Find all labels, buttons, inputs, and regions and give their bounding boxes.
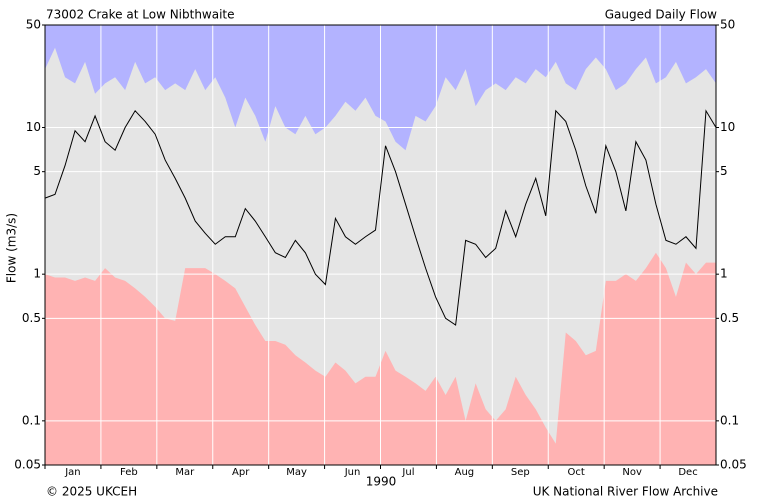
x-tick-label: May bbox=[286, 467, 307, 478]
x-tick-label: Nov bbox=[622, 467, 642, 478]
y-tick-label: 1 bbox=[33, 267, 41, 281]
footer-left: © 2025 UKCEH bbox=[46, 485, 137, 499]
y-tick-label-right: 0.05 bbox=[720, 458, 747, 472]
y-axis-label: Flow (m3/s) bbox=[5, 213, 19, 283]
y-tick-label: 0.1 bbox=[22, 413, 41, 427]
y-tick-label: 0.05 bbox=[14, 458, 41, 472]
y-tick-label-right: 0.5 bbox=[720, 311, 739, 325]
x-tick-label: Oct bbox=[568, 467, 585, 478]
y-tick-label-right: 0.1 bbox=[720, 413, 739, 427]
y-tick-label: 5 bbox=[33, 164, 41, 178]
x-tick-label: Feb bbox=[120, 467, 138, 478]
x-tick-label: Sep bbox=[511, 467, 530, 478]
chart-subtitle: Gauged Daily Flow bbox=[605, 8, 717, 22]
chart-title: 73002 Crake at Low Nibthwaite bbox=[46, 8, 235, 22]
x-tick-label: Dec bbox=[678, 467, 697, 478]
footer-right: UK National River Flow Archive bbox=[533, 485, 718, 499]
y-tick-label-right: 1 bbox=[720, 267, 728, 281]
y-tick-label: 50 bbox=[26, 18, 41, 32]
y-tick-label: 0.5 bbox=[22, 311, 41, 325]
x-tick-label: Jul bbox=[401, 467, 414, 478]
flow-line bbox=[44, 109, 717, 326]
y-tick-label-right: 5 bbox=[720, 164, 728, 178]
x-tick-label: Jan bbox=[64, 467, 80, 478]
y-tick-label-right: 50 bbox=[720, 18, 735, 32]
x-tick-label: Jun bbox=[344, 467, 361, 478]
x-tick-label: Apr bbox=[232, 467, 250, 478]
y-tick-label: 10 bbox=[26, 120, 41, 134]
x-axis-label: 1990 bbox=[366, 475, 397, 489]
y-tick-label-right: 10 bbox=[720, 120, 735, 134]
x-tick-label: Aug bbox=[455, 467, 475, 478]
x-tick-label: Mar bbox=[175, 467, 195, 478]
